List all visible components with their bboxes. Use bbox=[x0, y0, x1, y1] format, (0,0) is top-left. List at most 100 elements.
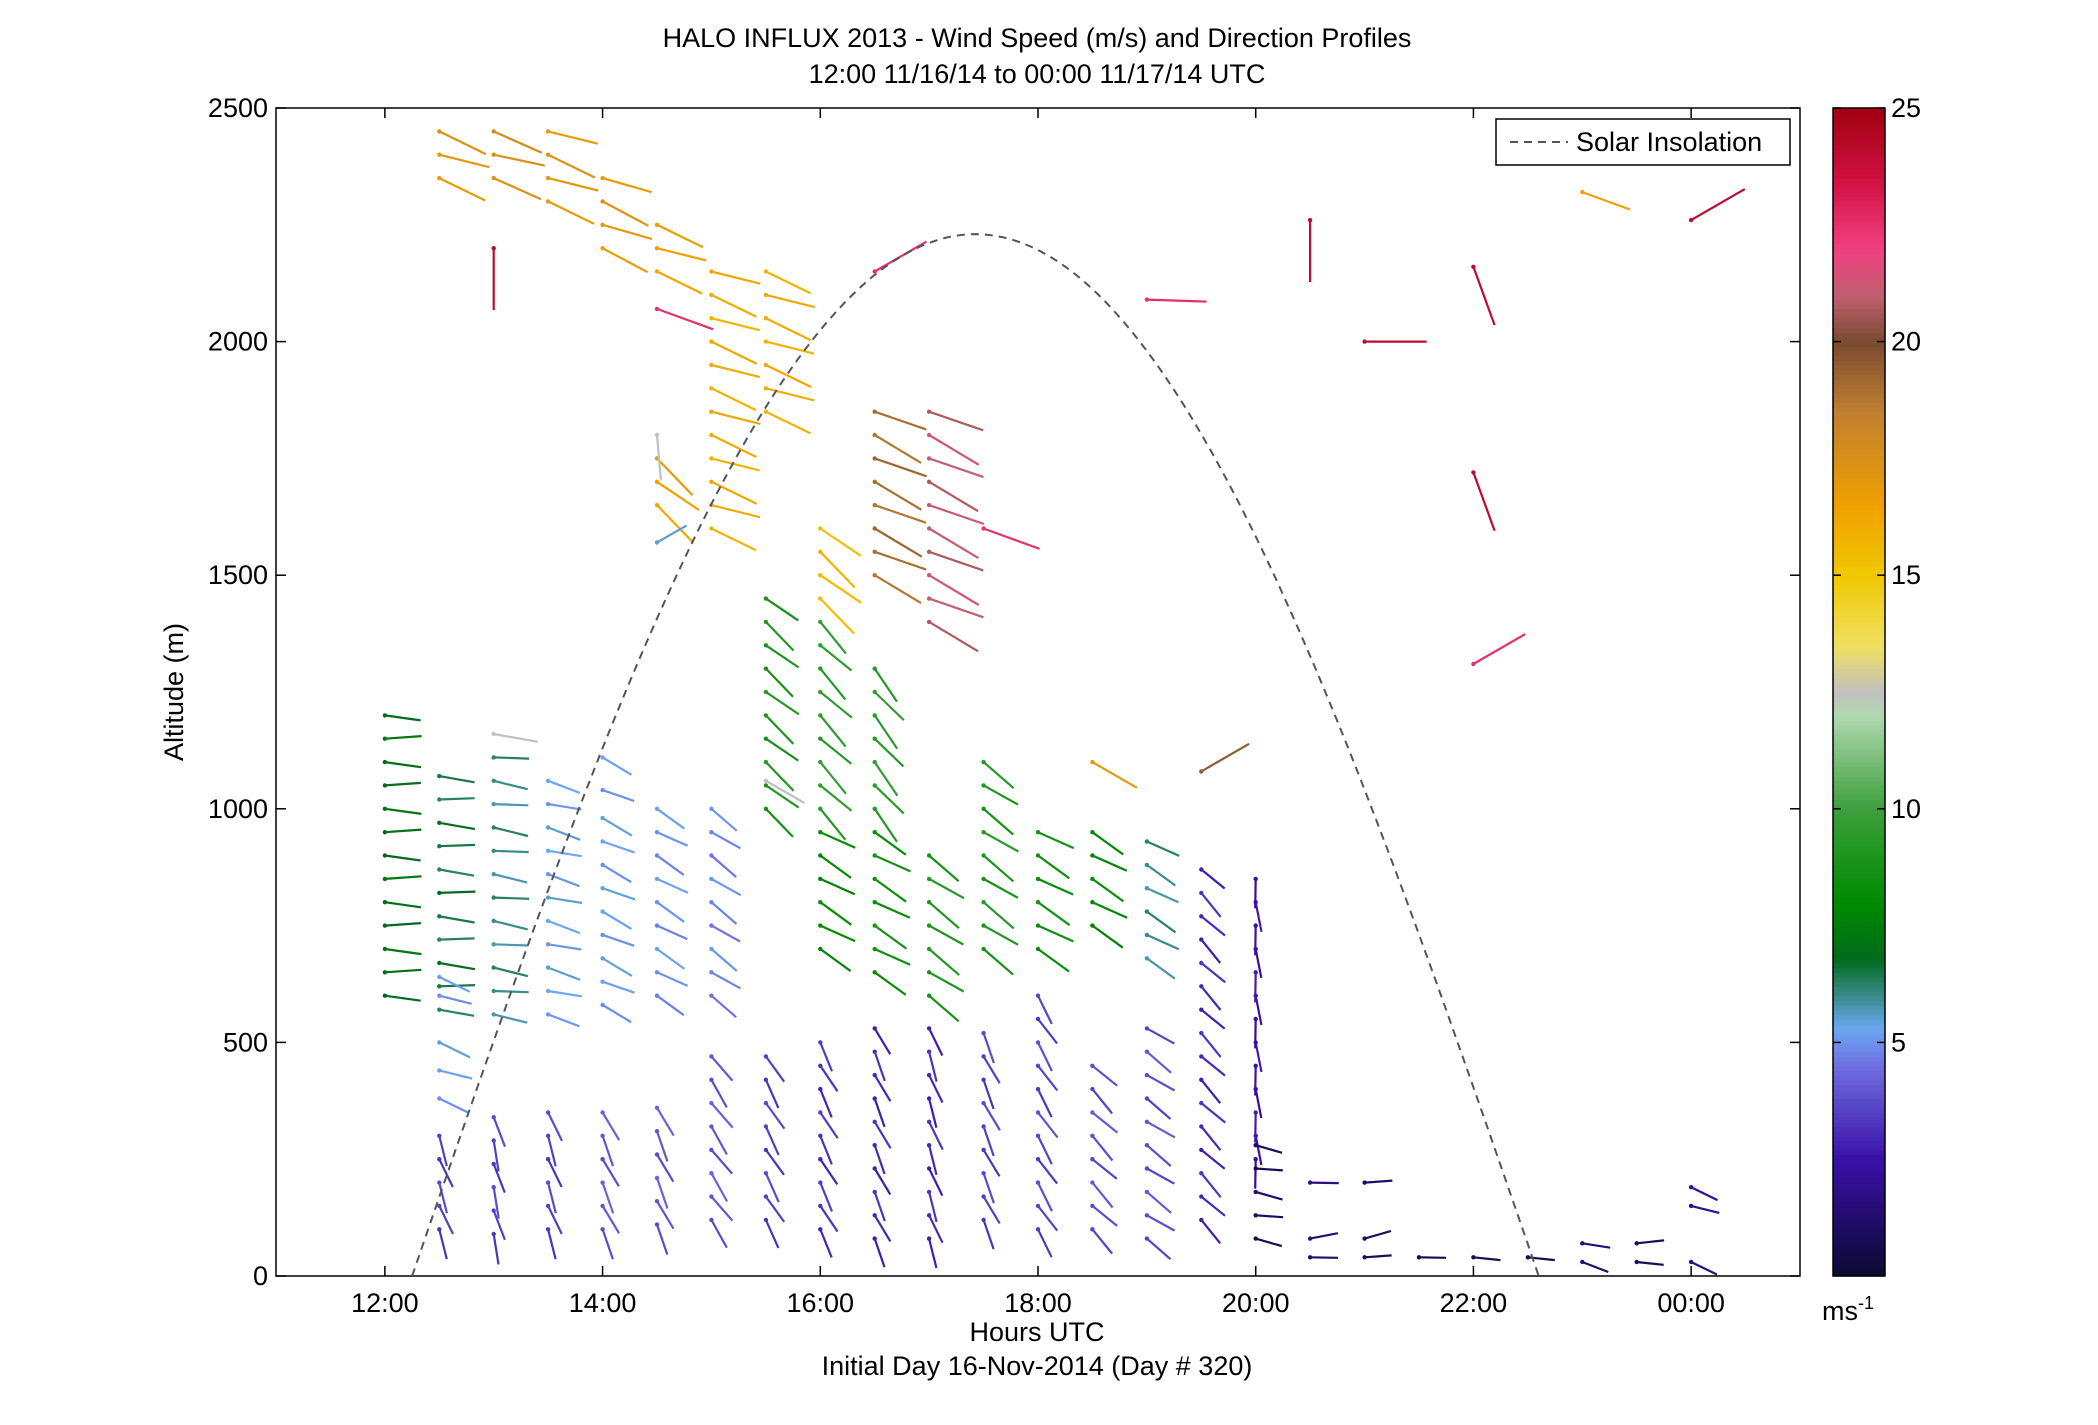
wind-barb-dot bbox=[437, 820, 442, 825]
wind-barb bbox=[437, 129, 487, 156]
wind-barb bbox=[437, 1227, 448, 1260]
wind-barb bbox=[872, 736, 905, 768]
wind-barb-dot bbox=[926, 479, 932, 484]
wind-barb-shaft bbox=[492, 1140, 500, 1172]
colorbar-band bbox=[1833, 1033, 1885, 1039]
wind-barb-shaft bbox=[928, 527, 979, 560]
wind-barb bbox=[491, 942, 529, 947]
wind-barb-shaft bbox=[710, 994, 737, 1019]
wind-barb-dot bbox=[1090, 830, 1095, 835]
wind-barb-shaft bbox=[493, 803, 529, 807]
wind-barb-shaft bbox=[1636, 1239, 1665, 1245]
legend: Solar Insolation bbox=[1495, 118, 1791, 166]
wind-barb-dot bbox=[926, 549, 932, 554]
wind-barb-shaft bbox=[819, 854, 852, 879]
wind-barb-dot bbox=[1307, 1236, 1313, 1241]
wind-barb bbox=[1144, 839, 1180, 857]
wind-barb bbox=[1253, 1236, 1283, 1248]
wind-barb bbox=[437, 1180, 448, 1214]
wind-barb-shaft bbox=[1146, 1237, 1172, 1261]
wind-barb-dot bbox=[1471, 264, 1476, 269]
wind-barb-dot bbox=[981, 759, 986, 765]
wind-barb bbox=[709, 269, 761, 285]
wind-barb-shaft bbox=[819, 1135, 833, 1165]
wind-barb-shaft bbox=[873, 1098, 886, 1128]
wind-barb-shaft bbox=[710, 1102, 734, 1129]
wind-barb-dot bbox=[600, 839, 605, 844]
colorbar-band bbox=[1833, 780, 1885, 787]
wind-barb-dot bbox=[1362, 1236, 1367, 1241]
wind-barb bbox=[763, 386, 815, 402]
wind-barb bbox=[872, 1096, 886, 1128]
wind-barb-shaft bbox=[547, 849, 582, 858]
wind-barb bbox=[818, 736, 852, 765]
wind-barb-shaft bbox=[1037, 948, 1070, 973]
wind-barb bbox=[1035, 1133, 1053, 1165]
wind-barb-dot bbox=[1090, 1110, 1095, 1115]
wind-barb-shaft bbox=[874, 901, 911, 919]
colorbar-band bbox=[1833, 1140, 1885, 1146]
colorbar-band bbox=[1833, 603, 1885, 609]
wind-barb-dot bbox=[1580, 1241, 1585, 1246]
wind-barb bbox=[926, 900, 960, 930]
wind-barb-shaft bbox=[1037, 1041, 1053, 1072]
wind-barb-dot bbox=[491, 1231, 496, 1237]
wind-barb-shaft bbox=[1146, 1191, 1172, 1214]
wind-barb-shaft bbox=[873, 1144, 886, 1175]
wind-barb bbox=[709, 432, 757, 458]
wind-barb bbox=[763, 1054, 786, 1083]
wind-barb-shaft bbox=[710, 1219, 728, 1249]
wind-barb-shaft bbox=[710, 924, 741, 943]
wind-barb-shaft bbox=[928, 574, 980, 606]
wind-barb-shaft bbox=[1364, 1229, 1392, 1240]
wind-barb-shaft bbox=[819, 948, 852, 972]
wind-barb-shaft bbox=[493, 177, 542, 201]
wind-barb bbox=[545, 988, 582, 998]
wind-barb-dot bbox=[981, 923, 986, 928]
wind-barb-shaft bbox=[765, 1149, 785, 1176]
wind-barb-dot bbox=[872, 1072, 877, 1078]
wind-barb-dot bbox=[654, 900, 660, 905]
wind-barb-shaft bbox=[873, 1074, 892, 1102]
wind-barb-dot bbox=[1199, 1100, 1204, 1106]
wind-barb-dot bbox=[600, 1133, 605, 1139]
wind-barb-dot bbox=[709, 1100, 714, 1106]
wind-barb-shaft bbox=[765, 340, 815, 355]
wind-barb bbox=[545, 199, 595, 225]
wind-barb-shaft bbox=[547, 826, 581, 841]
wind-barb-shaft bbox=[384, 994, 421, 1002]
wind-barb-shaft bbox=[873, 1191, 886, 1222]
colorbar-band bbox=[1833, 369, 1885, 375]
colorbar-band bbox=[1833, 122, 1885, 128]
wind-barb bbox=[763, 1147, 785, 1176]
wind-barb-dot bbox=[763, 596, 769, 601]
wind-barb-dot bbox=[654, 1199, 660, 1204]
wind-barb bbox=[709, 456, 760, 472]
wind-barb-dot bbox=[545, 1203, 551, 1209]
wind-barb bbox=[709, 1147, 734, 1175]
wind-barb-shaft bbox=[602, 247, 649, 274]
colorbar-band bbox=[1833, 607, 1885, 614]
wind-barb-dot bbox=[709, 292, 714, 298]
wind-barb-dot bbox=[1307, 1255, 1313, 1260]
wind-barb-dot bbox=[545, 965, 551, 970]
wind-barb-shaft bbox=[711, 504, 761, 519]
colorbar-band bbox=[1833, 262, 1885, 268]
wind-barb-dot bbox=[1090, 1133, 1095, 1139]
colorbar-band bbox=[1833, 1247, 1885, 1254]
wind-barb-shaft bbox=[1254, 1159, 1257, 1189]
wind-barb-dot bbox=[818, 1157, 823, 1162]
wind-barb bbox=[763, 806, 794, 838]
wind-barb-shaft bbox=[710, 527, 757, 552]
wind-barb-dot bbox=[872, 853, 877, 858]
wind-barb-dot bbox=[1199, 1171, 1204, 1176]
wind-barb-dot bbox=[491, 778, 496, 783]
colorbar-band bbox=[1833, 458, 1885, 464]
wind-barb-dot bbox=[1144, 1119, 1150, 1125]
wind-barb-dot bbox=[709, 362, 714, 368]
colorbar-band bbox=[1833, 378, 1885, 385]
wind-barb-shaft bbox=[873, 1051, 886, 1082]
colorbar-band bbox=[1833, 808, 1885, 815]
y-tick-label: 1000 bbox=[208, 794, 268, 824]
